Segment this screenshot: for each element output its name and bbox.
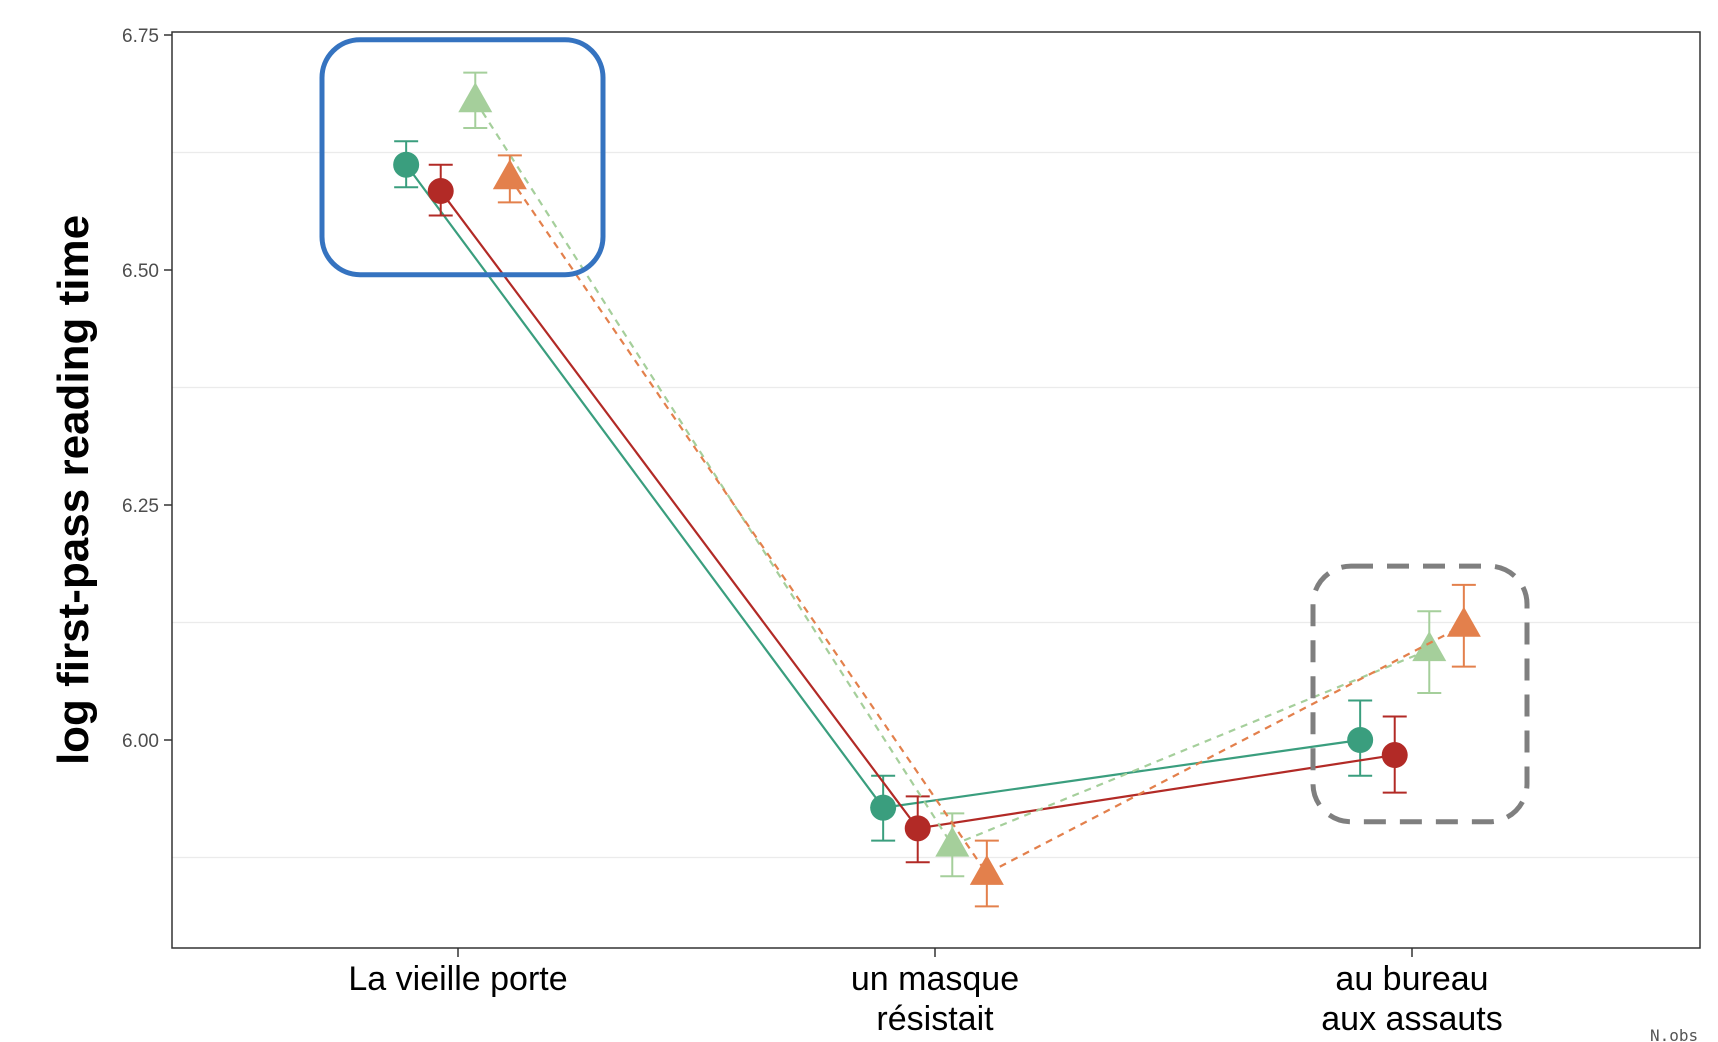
plot-panel-border (171, 31, 1701, 949)
data-point (1446, 606, 1481, 637)
highlight-box (319, 37, 606, 278)
y-axis-label: log first-pass reading time (49, 215, 98, 765)
data-point (458, 82, 493, 113)
x-tick-label-line: un masque (851, 960, 1019, 998)
x-axis: La vieille porte un masque résistait au bur… (348, 948, 1503, 1038)
data-point (1412, 631, 1447, 662)
data-point (1381, 742, 1408, 769)
x-tick-label: un masque résistait (851, 960, 1019, 1038)
x-tick-label-line: résistait (876, 1000, 994, 1038)
y-tick-label: 6.25 (122, 496, 159, 517)
y-tick-label: 6.75 (122, 26, 159, 47)
corner-text: N.obs (1650, 1026, 1698, 1042)
series-layer (393, 71, 1481, 908)
data-point (492, 159, 527, 190)
series-1 (427, 163, 1408, 864)
x-tick-label: La vieille porte (348, 960, 567, 998)
highlight-boxes (319, 37, 1530, 825)
x-tick-label-line: au bureau (1335, 960, 1488, 998)
series-3 (492, 154, 1481, 908)
y-tick-label: 6.00 (122, 731, 159, 752)
data-point (427, 178, 454, 205)
gridlines (172, 151, 1700, 859)
highlight-box (1310, 563, 1530, 825)
data-point (870, 794, 897, 821)
data-point (904, 815, 931, 842)
x-tick-label-line: La vieille porte (348, 960, 567, 998)
data-point (1347, 727, 1374, 753)
y-axis: 6.00 6.25 6.50 6.75 (122, 26, 172, 752)
data-point (393, 151, 420, 178)
data-point (969, 854, 1004, 885)
x-tick-label-line: aux assauts (1321, 1000, 1502, 1038)
data-point (935, 826, 970, 857)
series-line (508, 177, 1465, 875)
series-2 (458, 71, 1447, 878)
x-tick-label: au bureau aux assauts (1321, 960, 1502, 1038)
y-tick-label: 6.50 (122, 261, 159, 282)
